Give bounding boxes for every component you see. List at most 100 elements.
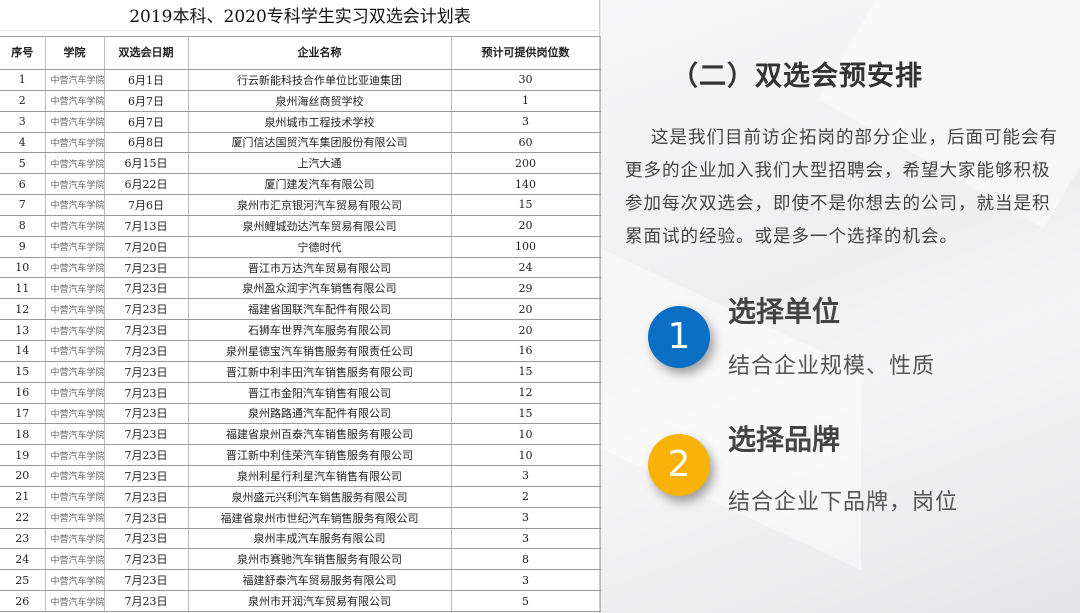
row-positions: 20 bbox=[451, 319, 601, 341]
table-row: 13 中营汽车学院 7月23日 石狮车世界汽车服务有限公司 20 bbox=[0, 319, 601, 341]
row-date: 7月23日 bbox=[104, 298, 189, 321]
header-college: 学院 bbox=[45, 36, 105, 70]
table-title: 2019本科、2020专科学生实习双选会计划表 bbox=[0, 3, 600, 31]
slide-paragraph: 这是我们目前访企拓岗的部分企业，后面可能会有更多的企业加入我们大型招聘会，希望大… bbox=[625, 128, 1058, 247]
row-date: 7月23日 bbox=[104, 257, 189, 279]
row-college: 中营汽车学院 bbox=[45, 590, 105, 612]
row-index: 10 bbox=[0, 257, 46, 279]
row-positions: 12 bbox=[451, 382, 601, 404]
row-company: 厦门建发汽车有限公司 bbox=[188, 173, 452, 196]
row-index: 9 bbox=[0, 236, 46, 258]
row-company: 福建省国联汽车配件有限公司 bbox=[188, 298, 452, 321]
table-row: 8 中营汽车学院 7月13日 泉州鲤城劲达汽车贸易有限公司 20 bbox=[0, 215, 601, 237]
row-company: 泉州市赛驰汽车销售服务有限公司 bbox=[188, 548, 452, 571]
item-2-subtitle: 结合企业下品牌，岗位 bbox=[728, 490, 959, 515]
row-date: 6月7日 bbox=[104, 90, 189, 112]
row-company: 石狮车世界汽车服务有限公司 bbox=[188, 319, 452, 341]
row-positions: 10 bbox=[451, 423, 601, 446]
row-college: 中营汽车学院 bbox=[45, 215, 105, 237]
row-positions: 20 bbox=[451, 298, 601, 321]
row-positions: 3 bbox=[451, 528, 601, 550]
row-date: 7月23日 bbox=[104, 382, 189, 404]
table-row: 11 中营汽车学院 7月23日 泉州盈众润宇汽车销售有限公司 29 bbox=[0, 277, 601, 300]
row-company: 上汽大通 bbox=[188, 152, 452, 175]
item-1-subtitle: 结合企业规模、性质 bbox=[728, 354, 936, 379]
number-badge-2: 2 bbox=[648, 434, 710, 496]
row-company: 泉州市开润汽车贸易有限公司 bbox=[188, 590, 452, 612]
row-company: 宁德时代 bbox=[188, 236, 452, 258]
row-index: 7 bbox=[0, 194, 46, 216]
row-positions: 16 bbox=[451, 340, 601, 362]
row-date: 7月23日 bbox=[104, 361, 189, 383]
row-company: 晋江市万达汽车贸易有限公司 bbox=[188, 257, 452, 279]
row-date: 7月23日 bbox=[104, 548, 189, 571]
row-college: 中营汽车学院 bbox=[45, 423, 105, 446]
row-positions: 15 bbox=[451, 403, 601, 425]
row-index: 16 bbox=[0, 382, 46, 404]
row-positions: 3 bbox=[451, 465, 601, 487]
row-date: 7月23日 bbox=[104, 465, 189, 487]
row-company: 泉州盛元兴利汽车销售服务有限公司 bbox=[188, 486, 452, 508]
row-date: 7月23日 bbox=[104, 528, 189, 550]
row-college: 中营汽车学院 bbox=[45, 528, 105, 550]
row-company: 泉州城市工程技术学校 bbox=[188, 111, 452, 133]
row-index: 6 bbox=[0, 173, 46, 196]
number-badge-1: 1 bbox=[648, 306, 710, 368]
row-index: 2 bbox=[0, 90, 46, 112]
table-row: 2 中营汽车学院 6月7日 泉州海丝商贸学校 1 bbox=[0, 90, 601, 112]
row-index: 12 bbox=[0, 298, 46, 321]
row-college: 中营汽车学院 bbox=[45, 382, 105, 404]
row-date: 7月23日 bbox=[104, 423, 189, 446]
row-positions: 29 bbox=[451, 277, 601, 300]
item-2-title: 选择品牌 bbox=[728, 423, 841, 456]
row-positions: 3 bbox=[451, 569, 601, 592]
row-college: 中营汽车学院 bbox=[45, 152, 105, 175]
table-row: 12 中营汽车学院 7月23日 福建省国联汽车配件有限公司 20 bbox=[0, 298, 601, 321]
row-college: 中营汽车学院 bbox=[45, 319, 105, 341]
row-company: 泉州丰成汽车服务有限公司 bbox=[188, 528, 452, 550]
table-row: 22 中营汽车学院 7月23日 福建省泉州市世纪汽车销售服务有限公司 3 bbox=[0, 507, 601, 529]
row-index: 3 bbox=[0, 111, 46, 133]
table-row: 23 中营汽车学院 7月23日 泉州丰成汽车服务有限公司 3 bbox=[0, 528, 601, 550]
table-row: 6 中营汽车学院 6月22日 厦门建发汽车有限公司 140 bbox=[0, 173, 601, 196]
row-college: 中营汽车学院 bbox=[45, 69, 105, 91]
table-row: 1 中营汽车学院 6月1日 行云新能科技合作单位比亚迪集团 30 bbox=[0, 69, 601, 91]
table-row: 5 中营汽车学院 6月15日 上汽大通 200 bbox=[0, 152, 601, 175]
row-date: 6月8日 bbox=[104, 132, 189, 154]
row-positions: 15 bbox=[451, 361, 601, 383]
row-date: 7月23日 bbox=[104, 507, 189, 529]
row-date: 7月23日 bbox=[104, 340, 189, 362]
row-date: 7月20日 bbox=[104, 236, 189, 258]
table-row: 15 中营汽车学院 7月23日 晋江新中利丰田汽车销售服务有限公司 15 bbox=[0, 361, 601, 383]
row-college: 中营汽车学院 bbox=[45, 277, 105, 300]
header-positions: 预计可提供岗位数 bbox=[451, 36, 601, 70]
row-positions: 20 bbox=[451, 215, 601, 237]
row-index: 18 bbox=[0, 423, 46, 446]
row-company: 行云新能科技合作单位比亚迪集团 bbox=[188, 69, 452, 91]
row-company: 泉州海丝商贸学校 bbox=[188, 90, 452, 112]
row-index: 19 bbox=[0, 444, 46, 467]
row-date: 7月23日 bbox=[104, 403, 189, 425]
row-index: 11 bbox=[0, 277, 46, 300]
row-college: 中营汽车学院 bbox=[45, 486, 105, 508]
table-row: 17 中营汽车学院 7月23日 泉州路路通汽车配件有限公司 15 bbox=[0, 403, 601, 425]
row-date: 7月23日 bbox=[104, 569, 189, 592]
row-positions: 1 bbox=[451, 90, 601, 112]
row-index: 25 bbox=[0, 569, 46, 592]
row-index: 8 bbox=[0, 215, 46, 237]
row-college: 中营汽车学院 bbox=[45, 507, 105, 529]
row-college: 中营汽车学院 bbox=[45, 548, 105, 571]
row-company: 晋江新中利佳荣汽车销售服务有限公司 bbox=[188, 444, 452, 467]
header-date: 双选会日期 bbox=[104, 36, 189, 70]
table-row: 21 中营汽车学院 7月23日 泉州盛元兴利汽车销售服务有限公司 2 bbox=[0, 486, 601, 508]
row-college: 中营汽车学院 bbox=[45, 132, 105, 154]
row-positions: 3 bbox=[451, 111, 601, 133]
item-1-title: 选择单位 bbox=[728, 295, 841, 328]
row-college: 中营汽车学院 bbox=[45, 298, 105, 321]
table-row: 3 中营汽车学院 6月7日 泉州城市工程技术学校 3 bbox=[0, 111, 601, 133]
row-company: 泉州市汇京银河汽车贸易有限公司 bbox=[188, 194, 452, 216]
row-positions: 3 bbox=[451, 507, 601, 529]
row-index: 17 bbox=[0, 403, 46, 425]
row-positions: 5 bbox=[451, 590, 601, 612]
row-company: 福建省泉州市世纪汽车销售服务有限公司 bbox=[188, 507, 452, 529]
